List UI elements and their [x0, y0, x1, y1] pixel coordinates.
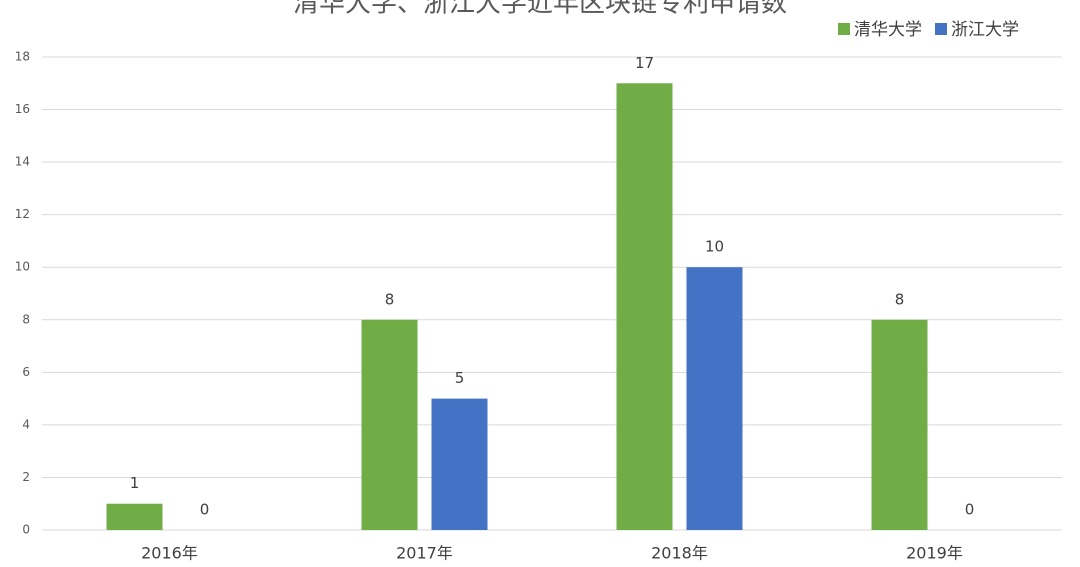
x-tick-label: 2019年 [906, 544, 963, 563]
legend-label: 清华大学 [854, 20, 922, 40]
y-tick-label: 2 [22, 470, 30, 484]
y-tick-label: 16 [15, 102, 30, 116]
y-tick-label: 6 [22, 365, 30, 379]
bar [686, 267, 743, 530]
bar [616, 83, 673, 531]
legend-swatch [838, 23, 850, 35]
legend-swatch [935, 23, 947, 35]
x-tick-label: 2018年 [651, 544, 708, 563]
data-label: 5 [455, 369, 465, 387]
y-tick-label: 18 [15, 50, 30, 64]
chart-title: 清华大学、浙江大学近年区块链专利申请数 [293, 0, 787, 19]
y-tick-label: 10 [15, 260, 30, 274]
bar [361, 319, 418, 530]
data-label: 0 [200, 501, 210, 519]
x-tick-label: 2017年 [396, 544, 453, 563]
bar [871, 319, 928, 530]
data-label: 10 [705, 238, 724, 256]
y-tick-label: 0 [22, 523, 30, 537]
bar [106, 503, 163, 530]
data-label: 17 [635, 54, 654, 72]
y-tick-label: 8 [22, 312, 30, 326]
bar [431, 398, 488, 530]
data-label: 8 [385, 290, 395, 308]
data-label: 0 [965, 501, 975, 519]
y-tick-label: 14 [15, 155, 30, 169]
legend-label: 浙江大学 [951, 20, 1019, 40]
y-tick-label: 12 [15, 207, 30, 221]
data-label: 1 [130, 474, 140, 492]
x-tick-label: 2016年 [141, 544, 198, 563]
y-tick-label: 4 [22, 417, 30, 431]
data-label: 8 [895, 290, 905, 308]
